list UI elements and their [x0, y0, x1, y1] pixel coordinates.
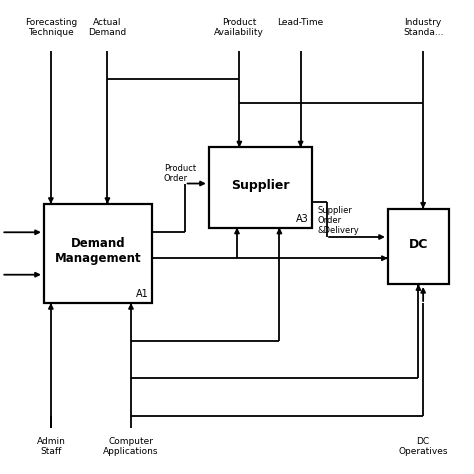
Text: Supplier
Order
&Delivery: Supplier Order &Delivery	[317, 206, 359, 236]
Text: Supplier: Supplier	[231, 179, 290, 191]
Text: Actual
Demand: Actual Demand	[88, 18, 127, 37]
Text: DC: DC	[409, 237, 428, 251]
Text: Product
Availability: Product Availability	[214, 18, 264, 37]
Text: DC
Operatives: DC Operatives	[398, 437, 448, 456]
Text: Demand
Management: Demand Management	[55, 237, 141, 265]
Text: A1: A1	[136, 289, 148, 299]
FancyBboxPatch shape	[388, 209, 449, 284]
Text: Admin
Staff: Admin Staff	[36, 437, 65, 456]
Text: A3: A3	[296, 214, 309, 224]
Text: Computer
Applications: Computer Applications	[103, 437, 159, 456]
FancyBboxPatch shape	[44, 204, 152, 303]
Text: Industry
Standa...: Industry Standa...	[403, 18, 443, 37]
Text: Product
Order: Product Order	[164, 164, 196, 183]
FancyBboxPatch shape	[209, 147, 312, 228]
Text: Lead-Time: Lead-Time	[277, 18, 324, 27]
Text: Forecasting
Technique: Forecasting Technique	[25, 18, 77, 37]
